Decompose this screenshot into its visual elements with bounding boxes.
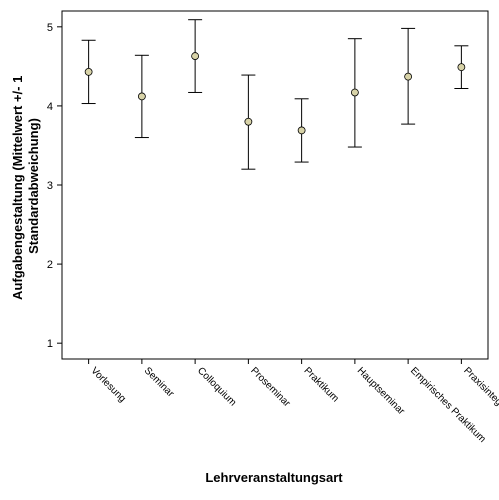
x-category-label: Colloquium	[195, 365, 238, 408]
y-axis-title: Aufgabengestaltung (Mittelwert +/- 1 Sta…	[10, 72, 41, 300]
mean-point	[137, 92, 146, 101]
x-category-label: Proseminar	[248, 365, 292, 409]
mean-point	[457, 63, 466, 72]
mean-point	[297, 126, 306, 135]
mean-point	[191, 52, 200, 60]
y-axis-ticks: 1 2 3 4 5	[47, 22, 62, 350]
x-category-label: Praktikum	[302, 365, 341, 404]
y-axis-title-line-2: Standardabweichung)	[26, 118, 41, 254]
x-category-label: Vorlesung	[89, 365, 128, 404]
y-tick-label: 2	[47, 259, 53, 271]
mean-point	[244, 117, 253, 126]
mean-point	[350, 88, 359, 97]
mean-point	[404, 72, 413, 81]
x-axis-title: Lehrveranstaltungsart	[205, 470, 343, 485]
y-tick-label: 4	[47, 101, 53, 113]
plot-frame	[61, 10, 489, 360]
x-category-label: Hauptseminar	[355, 365, 407, 417]
plot-area-border	[61, 10, 489, 360]
x-category-label: Seminar	[142, 365, 177, 400]
y-axis-title-line-1: Aufgabengestaltung (Mittelwert +/- 1	[10, 76, 25, 300]
mean-point	[84, 68, 93, 76]
y-tick-label: 5	[47, 22, 53, 34]
y-tick-label: 3	[47, 180, 53, 192]
mean-points	[84, 52, 466, 135]
y-tick-label: 1	[47, 338, 53, 350]
